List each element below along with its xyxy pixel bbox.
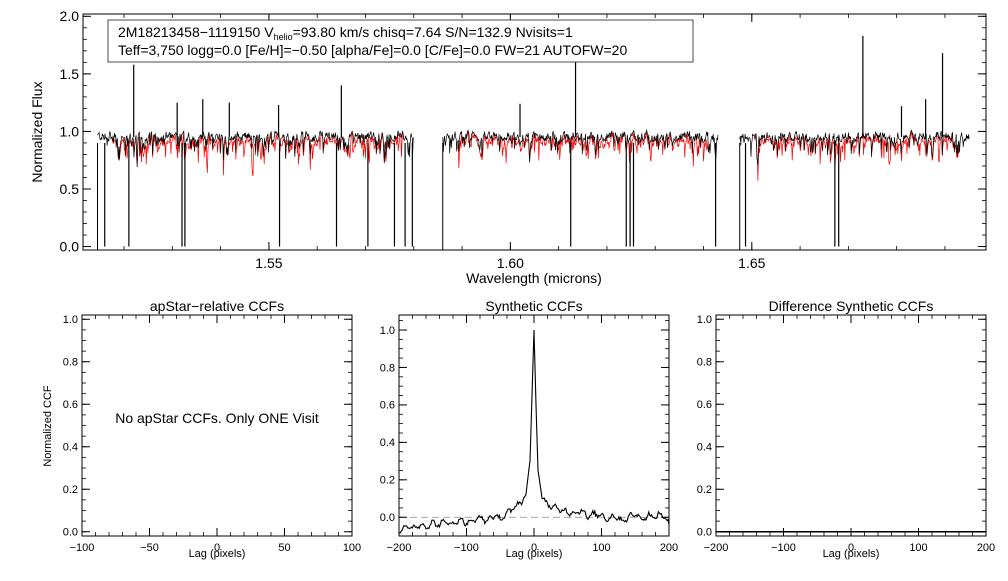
synthetic-ccf-y-tick-label: 0.8 <box>380 362 395 374</box>
difference-ccf-x-tick-label: 100 <box>909 542 927 554</box>
spectrum-plot-frame <box>82 13 987 251</box>
difference-ccf-title: Difference Synthetic CCFs <box>769 298 934 314</box>
spectrum-panel: 1.55 1.60 1.65 0.0 0.5 1.0 1.5 2.0 2M18213458−1… <box>29 8 987 286</box>
difference-ccf-panel: Difference Synthetic CCFs −200 −100 0 100 20… <box>697 298 995 560</box>
synthetic-spectrum-chip-3 <box>754 131 960 181</box>
spectrum-y-tick-label: 0.5 <box>60 181 80 197</box>
synthetic-ccf-x-axis-label: Lag (pixels) <box>506 548 563 560</box>
spectrum-x-tick-label: 1.65 <box>738 255 765 271</box>
difference-ccf-y-tick-label: 0.8 <box>697 357 712 369</box>
spectrum-ticks: 1.55 1.60 1.65 0.0 0.5 1.0 1.5 2.0 <box>60 8 986 271</box>
apstar-ccf-x-tick-label: −100 <box>70 542 95 554</box>
synthetic-ccf-x-tick-label: −100 <box>454 542 479 554</box>
apstar-ccf-x-tick-label: −50 <box>140 542 159 554</box>
difference-ccf-plot-frame <box>715 314 987 537</box>
apstar-ccf-y-tick-label: 0.6 <box>63 399 78 411</box>
difference-ccf-x-axis-label: Lag (pixels) <box>823 548 880 560</box>
spectrum-y-tick-label: 1.0 <box>60 123 80 139</box>
synthetic-ccf-y-tick-label: 0.4 <box>380 437 395 449</box>
apstar-ccf-y-tick-label: 1.0 <box>63 314 78 326</box>
spectrum-y-axis-label: Normalized Flux <box>29 81 45 182</box>
info-box-frame <box>107 19 694 63</box>
apstar-ccf-panel: apStar−relative CCFs −100 −50 0 50 100 0.0 0.2… <box>42 298 361 560</box>
spectrum-y-tick-label: 1.5 <box>60 66 80 82</box>
difference-ccf-ticks: −200 −100 0 100 200 0.0 0.2 0.4 0.6 0.8 1.0 <box>697 314 995 554</box>
synthetic-ccf-panel: Synthetic CCFs −200 −100 0 100 200 0.0 0.2 0.4 0… <box>380 298 678 560</box>
observed-spectrum-chip-2 <box>442 128 719 163</box>
observed-spectrum-chip-1 <box>97 130 415 168</box>
synthetic-ccf-line <box>399 329 670 534</box>
difference-ccf-y-tick-label: 0.6 <box>697 399 712 411</box>
difference-ccf-y-tick-label: 1.0 <box>697 314 712 326</box>
spectrum-y-tick-label: 2.0 <box>60 8 80 24</box>
synthetic-ccf-y-tick-label: 0.6 <box>380 400 395 412</box>
apstar-ccf-y-tick-label: 0.2 <box>63 484 78 496</box>
observed-spectrum-chip-3 <box>739 129 970 165</box>
synthetic-ccf-x-tick-label: 0 <box>531 542 537 554</box>
spectrum-info-line1: 2M18213458−1119150 Vhelio=93.80 km/s chi… <box>118 24 573 42</box>
synthetic-ccf-x-tick-label: −200 <box>387 542 412 554</box>
apstar-ccf-x-tick-label: 0 <box>214 542 220 554</box>
synthetic-ccf-title: Synthetic CCFs <box>485 298 582 314</box>
spectrum-x-axis-label: Wavelength (microns) <box>466 270 602 286</box>
difference-ccf-y-tick-label: 0.2 <box>697 484 712 496</box>
synthetic-ccf-y-tick-label: 0.2 <box>380 475 395 487</box>
apstar-ccf-x-tick-label: 100 <box>343 542 361 554</box>
synthetic-ccf-ticks: −200 −100 0 100 200 0.0 0.2 0.4 0.6 0.8 1.0 <box>380 315 678 554</box>
synthetic-spectrum-layer <box>112 130 960 181</box>
apstar-ccf-y-tick-label: 0.8 <box>63 357 78 369</box>
apstar-ccf-title: apStar−relative CCFs <box>150 298 284 314</box>
synthetic-ccf-y-tick-label: 1.0 <box>380 325 395 337</box>
synthetic-ccf-y-tick-label: 0.0 <box>380 512 395 524</box>
difference-ccf-y-tick-label: 0.4 <box>697 442 712 454</box>
apstar-ccf-y-axis-label: Normalized CCF <box>42 385 54 467</box>
synthetic-ccf-x-tick-label: 200 <box>660 542 678 554</box>
difference-ccf-y-tick-label: 0.0 <box>697 527 712 539</box>
apstar-ccf-ticks: −100 −50 0 50 100 0.0 0.2 0.4 0.6 0.8 1.0 <box>63 314 361 554</box>
synthetic-ccf-x-tick-label: 100 <box>592 542 610 554</box>
difference-ccf-x-tick-label: 200 <box>977 542 995 554</box>
synthetic-ccf-series <box>399 329 670 534</box>
apstar-ccf-annotation: No apStar CCFs. Only ONE Visit <box>115 410 319 426</box>
spectrum-x-tick-label: 1.55 <box>255 255 282 271</box>
spectrum-y-tick-label: 0.0 <box>60 238 80 254</box>
spectrum-info-box: 2M18213458−1119150 Vhelio=93.80 km/s chi… <box>107 19 694 63</box>
apstar-ccf-y-tick-label: 0.0 <box>63 527 78 539</box>
difference-ccf-x-tick-label: −200 <box>704 542 729 554</box>
difference-ccf-x-tick-label: 0 <box>848 542 854 554</box>
spectrum-x-tick-label: 1.60 <box>497 255 524 271</box>
observed-spectrum-layer <box>96 35 970 250</box>
apstar-ccf-x-tick-label: 50 <box>278 542 290 554</box>
spectrum-info-line2: Teff=3,750 logg=0.0 [Fe/H]=−0.50 [alpha/… <box>118 42 627 58</box>
apstar-ccf-x-axis-label: Lag (pixels) <box>189 548 246 560</box>
difference-ccf-x-tick-label: −100 <box>771 542 796 554</box>
apstar-ccf-y-tick-label: 0.4 <box>63 442 78 454</box>
